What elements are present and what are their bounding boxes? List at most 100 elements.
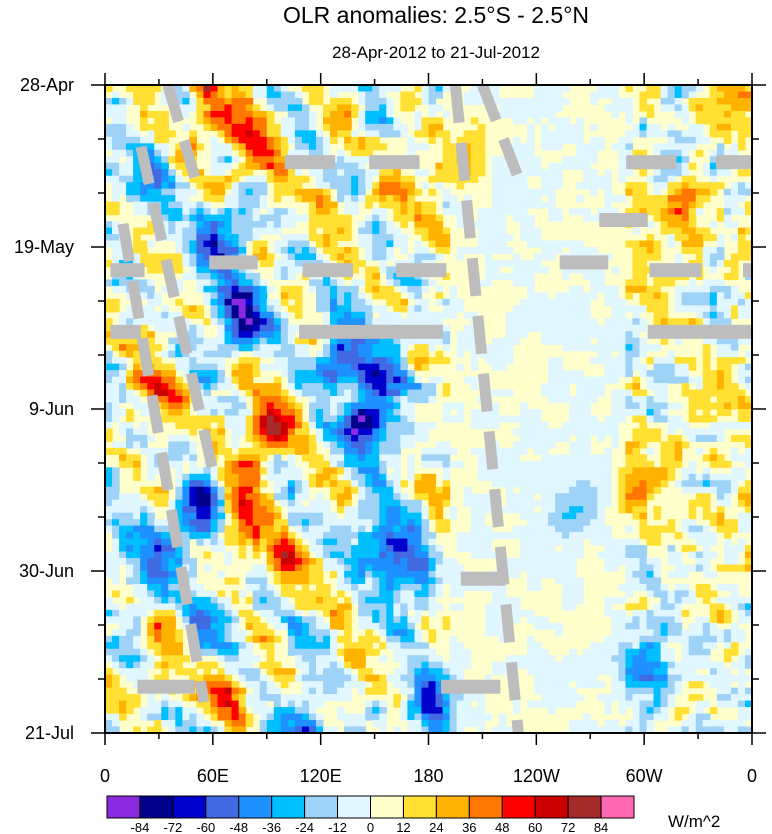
heatmap-cell <box>273 266 282 274</box>
heatmap-cell <box>161 311 169 319</box>
heatmap-cell <box>393 558 401 566</box>
heatmap-cell <box>442 486 451 494</box>
heatmap-cell <box>737 499 746 507</box>
heatmap-cell <box>379 486 387 494</box>
heatmap-cell <box>702 525 711 533</box>
heatmap-cell <box>576 292 584 300</box>
heatmap-cell <box>744 208 752 216</box>
heatmap-cell <box>379 247 387 255</box>
heatmap-cell <box>315 234 324 242</box>
heatmap-cell <box>744 409 752 417</box>
heatmap-cell <box>583 519 591 527</box>
heatmap-cell <box>161 285 169 293</box>
heatmap-cell <box>435 123 444 131</box>
heatmap-cell <box>252 460 261 468</box>
heatmap-cell <box>147 143 155 151</box>
heatmap-cell <box>273 389 282 397</box>
heatmap-cell <box>428 564 437 572</box>
heatmap-cell <box>315 85 324 93</box>
heatmap-cell <box>252 221 261 229</box>
heatmap-cell <box>393 421 401 430</box>
heatmap-cell <box>681 136 690 144</box>
heatmap-cell <box>358 473 366 481</box>
heatmap-cell <box>695 525 704 533</box>
heatmap-cell <box>681 117 690 125</box>
heatmap-cell <box>344 337 352 345</box>
heatmap-cell <box>716 519 725 527</box>
heatmap-cell <box>224 421 233 430</box>
heatmap-cell <box>533 234 542 242</box>
heatmap-cell <box>154 85 162 93</box>
heatmap-cell <box>611 363 619 371</box>
heatmap-cell <box>646 538 655 546</box>
heatmap-cell <box>716 402 725 410</box>
heatmap-cell <box>224 486 233 494</box>
heatmap-cell <box>744 525 752 533</box>
heatmap-cell <box>266 110 275 118</box>
heatmap-cell <box>688 480 697 488</box>
heatmap-cell <box>112 447 120 455</box>
heatmap-cell <box>639 499 648 507</box>
heatmap-cell <box>533 460 542 468</box>
heatmap-cell <box>196 234 205 242</box>
heatmap-cell <box>273 519 282 527</box>
heatmap-cell <box>555 182 563 190</box>
heatmap-cell <box>653 182 662 190</box>
heatmap-cell <box>484 240 493 248</box>
heatmap-cell <box>702 454 711 462</box>
heatmap-cell <box>372 538 380 546</box>
heatmap-cell <box>189 214 198 222</box>
heatmap-cell <box>112 169 120 177</box>
heatmap-cell <box>541 480 549 488</box>
heatmap-cell <box>555 143 563 151</box>
heatmap-cell <box>414 493 423 501</box>
heatmap-cell <box>252 331 261 339</box>
heatmap-cell <box>330 421 338 430</box>
heatmap-cell <box>519 558 528 566</box>
heatmap-cell <box>639 486 648 494</box>
heatmap-cell <box>308 195 317 203</box>
heatmap-cell <box>182 415 190 423</box>
heatmap-cell <box>182 85 190 93</box>
heatmap-cell <box>140 104 148 112</box>
heatmap-cell <box>105 525 113 533</box>
heatmap-cell <box>541 201 549 209</box>
heatmap-cell <box>709 447 718 455</box>
heatmap-cell <box>330 402 338 410</box>
heatmap-cell <box>217 318 226 326</box>
heatmap-cell <box>287 182 296 190</box>
heatmap-cell <box>140 110 148 118</box>
heatmap-cell <box>562 162 570 170</box>
heatmap-cell <box>737 91 746 99</box>
heatmap-cell <box>358 221 366 229</box>
heatmap-cell <box>590 123 598 131</box>
heatmap-cell <box>393 473 401 481</box>
heatmap-cell <box>702 493 711 501</box>
heatmap-cell <box>576 480 584 488</box>
heatmap-cell <box>618 493 627 501</box>
heatmap-cell <box>414 545 423 553</box>
heatmap-cell <box>393 480 401 488</box>
heatmap-cell <box>287 409 296 417</box>
heatmap-cell <box>723 499 732 507</box>
heatmap-cell <box>330 428 338 436</box>
heatmap-cell <box>449 149 458 157</box>
heatmap-cell <box>133 545 141 553</box>
heatmap-cell <box>407 97 416 106</box>
heatmap-cell <box>273 240 282 248</box>
heatmap-cell <box>414 396 423 404</box>
heatmap-cell <box>526 149 535 157</box>
heatmap-cell <box>674 136 683 144</box>
heatmap-cell <box>653 292 662 300</box>
heatmap-cell <box>252 447 261 455</box>
heatmap-cell <box>639 130 648 138</box>
heatmap-cell <box>526 499 535 507</box>
heatmap-cell <box>231 214 240 222</box>
heatmap-cell <box>358 415 366 423</box>
heatmap-cell <box>330 350 338 358</box>
heatmap-cell <box>161 558 169 566</box>
heatmap-cell <box>519 298 528 306</box>
heatmap-cell <box>245 460 254 468</box>
heatmap-cell <box>576 525 584 533</box>
heatmap-cell <box>351 279 359 287</box>
